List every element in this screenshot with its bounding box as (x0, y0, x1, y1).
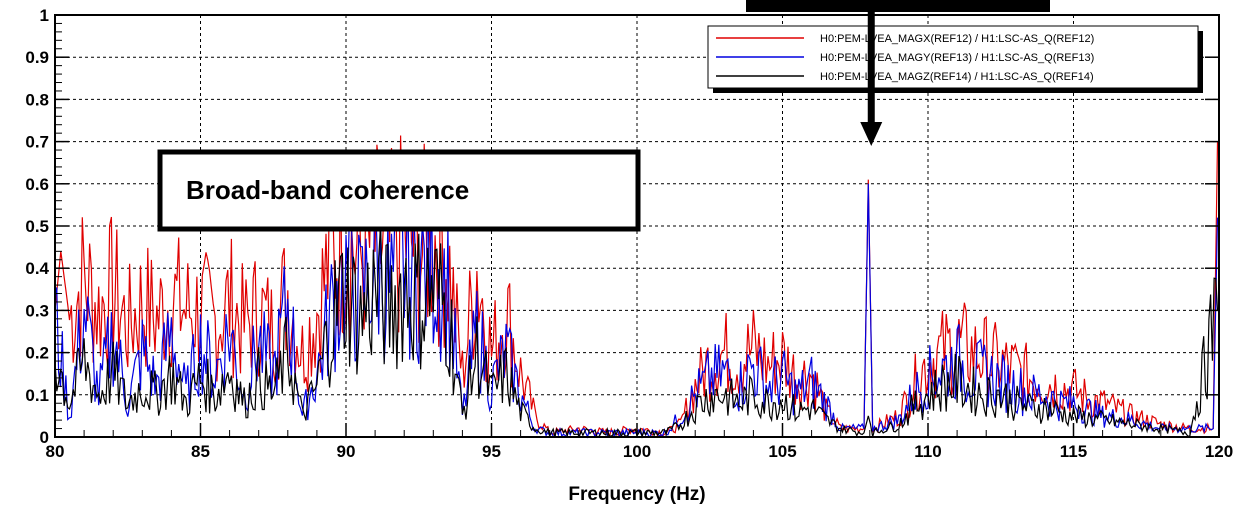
y-tick-label: 0.4 (25, 259, 49, 278)
annotation-bar (746, 0, 1050, 12)
legend-label: H0:PEM-LVEA_MAGZ(REF14) / H1:LSC-AS_Q(RE… (820, 71, 1094, 83)
legend-label: H0:PEM-LVEA_MAGY(REF13) / H1:LSC-AS_Q(RE… (820, 52, 1094, 64)
annotation-text: Broad-band coherence (186, 175, 469, 205)
y-tick-label: 0.1 (25, 386, 49, 405)
x-axis-label: Frequency (Hz) (568, 484, 705, 505)
y-tick-label: 0.7 (25, 133, 49, 152)
y-tick-label: 0.8 (25, 90, 49, 109)
y-tick-label: 0.2 (25, 344, 49, 363)
y-tick-labels: 0 0.1 0.2 0.3 0.4 0.5 0.6 0.7 0.8 0.9 1 (25, 6, 49, 447)
y-tick-label: 0.6 (25, 175, 49, 194)
axis-ticks (54, 14, 1220, 438)
y-tick-label: 1 (40, 6, 49, 25)
annotation-box (157, 149, 641, 232)
x-tick-label: 95 (482, 442, 501, 461)
x-tick-label: 105 (768, 442, 796, 461)
series-line (54, 224, 1219, 439)
x-tick-label: 115 (1060, 442, 1087, 461)
x-tick-label: 100 (623, 442, 651, 461)
plot-frame (54, 14, 1220, 438)
x-tick-labels: 80 85 90 95 100 105 110 115 120 (46, 442, 1234, 461)
arrow-head (860, 122, 883, 146)
broadband-annotation: Broad-band coherence (157, 149, 641, 232)
series-line (54, 178, 1219, 439)
y-tick-label: 0.5 (25, 217, 49, 236)
x-tick-label: 85 (191, 442, 210, 461)
y-tick-label: 0 (40, 428, 49, 447)
x-tick-label: 80 (46, 442, 65, 461)
y-tick-label: 0.3 (25, 301, 49, 320)
y-tick-label: 0.9 (25, 48, 49, 67)
legend: H0:PEM-LVEA_MAGX(REF12) / H1:LSC-AS_Q(RE… (707, 25, 1203, 93)
legend-label: H0:PEM-LVEA_MAGX(REF12) / H1:LSC-AS_Q(RE… (820, 33, 1094, 45)
peak-arrow-annotation (746, 0, 1050, 146)
x-tick-label: 110 (914, 442, 941, 461)
x-tick-label: 90 (337, 442, 356, 461)
x-tick-label: 120 (1205, 442, 1233, 461)
plot-area (54, 135, 1219, 439)
